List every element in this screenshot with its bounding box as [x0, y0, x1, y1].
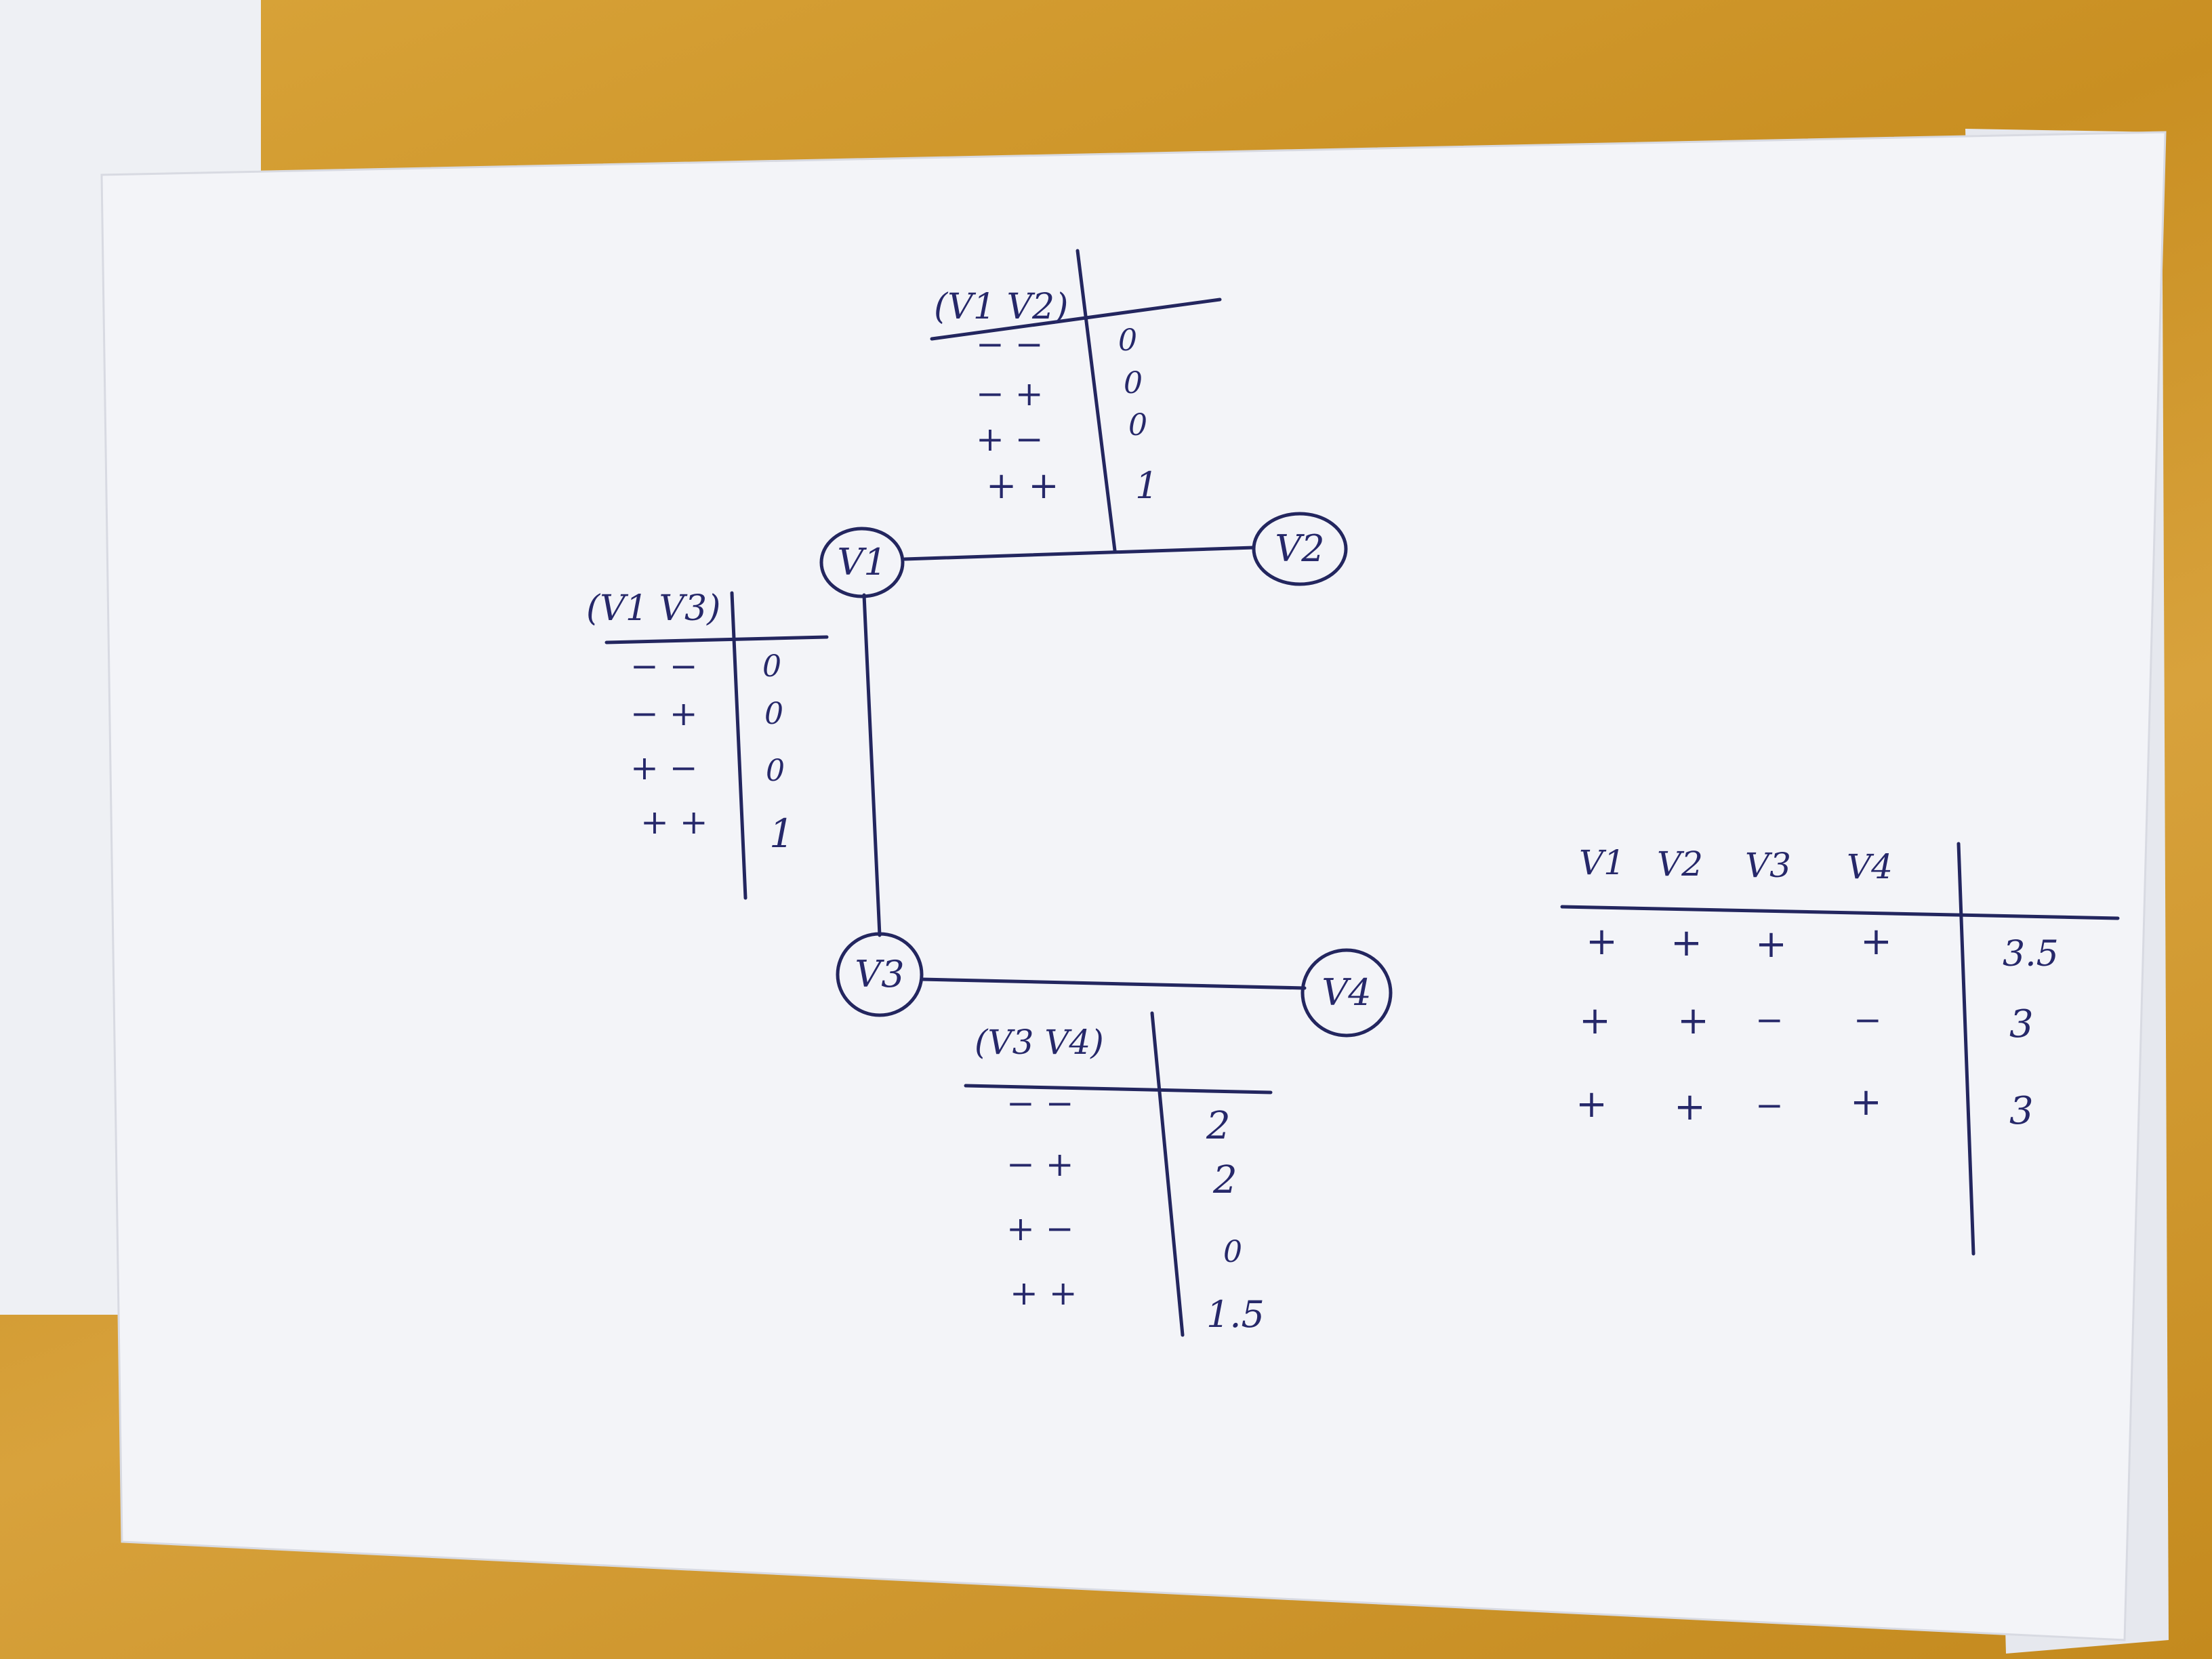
table-v1v3-row2-signs: − + [630, 694, 698, 733]
table-joint-r3-v1: + [1576, 1082, 1607, 1126]
table-v1v3-hline [605, 635, 829, 644]
edge-v1-v2 [903, 546, 1256, 561]
table-joint-r2-v1: + [1579, 999, 1611, 1043]
table-joint: V1 V2 V3 V4 + + + + 3.5 + + − − 3 + + − … [1576, 843, 2059, 1133]
table-v1v3-row4-signs: + + [640, 802, 708, 842]
table-v1v2-row2-value: 0 [1124, 366, 1143, 401]
table-v1v2-row2-signs: − + [976, 374, 1044, 413]
node-v4: V4 [1300, 948, 1393, 1038]
table-v1v2-header: (V1 V2) [934, 287, 1068, 327]
table-joint-r3-value: 3 [2009, 1089, 2034, 1133]
table-v1v3-vline [730, 591, 747, 900]
table-v1v3-header: (V1 V3) [586, 588, 720, 629]
table-joint-r2-v4: − [1853, 1000, 1882, 1040]
node-v3-label: V3 [855, 953, 904, 996]
table-joint-r1-v2: + [1671, 921, 1702, 965]
node-v4-label: V4 [1322, 971, 1371, 1014]
table-joint-hline [1560, 905, 2120, 920]
table-v1v2-row1-value: 0 [1118, 323, 1137, 358]
table-v1v3-row2-value: 0 [764, 697, 783, 731]
edge-v3-v4 [920, 977, 1307, 990]
table-v1v2-vline [1076, 249, 1117, 552]
node-v2: V2 [1252, 512, 1348, 586]
table-joint-r1-value: 3.5 [2003, 934, 2059, 975]
table-v1v3: (V1 V3) − − − + + − + + 0 0 0 1 [586, 588, 794, 857]
table-v1v2-row1-signs: − − [976, 325, 1044, 364]
table-joint-r2-v2: + [1677, 999, 1709, 1043]
table-v1v2-row3-signs: + − [976, 419, 1044, 459]
table-v1v2-row3-value: 0 [1128, 408, 1147, 443]
table-joint-r3-v3: − [1755, 1086, 1784, 1125]
table-joint-vline [1957, 842, 1975, 1256]
table-v3v4-row1-signs: − − [1006, 1084, 1074, 1123]
table-v3v4-row1-value: 2 [1206, 1104, 1231, 1148]
table-v3v4-row4-signs: + + [1010, 1273, 1078, 1313]
table-joint-header-v1: V1 [1579, 843, 1625, 882]
table-v1v3-row3-value: 0 [766, 754, 785, 788]
node-v2-label: V2 [1275, 527, 1324, 570]
node-v1: V1 [819, 527, 905, 598]
table-v3v4-header: (V3 V4) [975, 1023, 1104, 1062]
table-v3v4: (V3 V4) − − − + + − + + 2 2 0 1.5 [975, 1023, 1265, 1336]
node-v1-label: V1 [837, 541, 886, 583]
table-joint-r1-v1: + [1586, 920, 1618, 964]
table-joint-header-v2: V2 [1657, 844, 1703, 884]
table-joint-r2-v3: − [1755, 1000, 1784, 1040]
table-v3v4-row2-signs: − + [1006, 1145, 1074, 1184]
table-joint-r1-v3: + [1755, 922, 1787, 966]
table-joint-r2-value: 3 [2009, 1002, 2034, 1046]
table-v1v3-row3-signs: + − [630, 748, 698, 787]
table-joint-r1-v4: + [1860, 920, 1892, 964]
table-joint-r3-v2: + [1674, 1085, 1706, 1129]
table-v1v2-row4-signs: + + [986, 464, 1059, 507]
paper-sheet [100, 131, 2167, 1641]
table-v3v4-vline [1150, 1011, 1185, 1337]
node-v3: V3 [836, 932, 924, 1017]
table-v3v4-row2-value: 2 [1212, 1158, 1237, 1202]
table-v1v2-hline [930, 298, 1222, 341]
table-v3v4-hline [964, 1084, 1273, 1094]
table-joint-r3-v4: + [1850, 1080, 1882, 1124]
table-joint-header-v3: V3 [1745, 846, 1791, 885]
table-v3v4-row3-signs: + − [1006, 1209, 1074, 1248]
table-joint-header-v4: V4 [1847, 847, 1893, 886]
table-v1v3-row1-value: 0 [762, 649, 781, 684]
table-v1v3-row4-value: 1 [769, 811, 794, 857]
table-v1v2-row4-value: 1 [1135, 464, 1158, 507]
table-v1v2: (V1 V2) − − − + + − + + 0 0 0 1 [934, 287, 1158, 507]
table-v3v4-row4-value: 1.5 [1206, 1293, 1265, 1336]
table-v3v4-row3-value: 0 [1223, 1235, 1242, 1269]
edge-v1-v3 [862, 593, 882, 937]
table-v1v3-row1-signs: − − [630, 647, 698, 686]
